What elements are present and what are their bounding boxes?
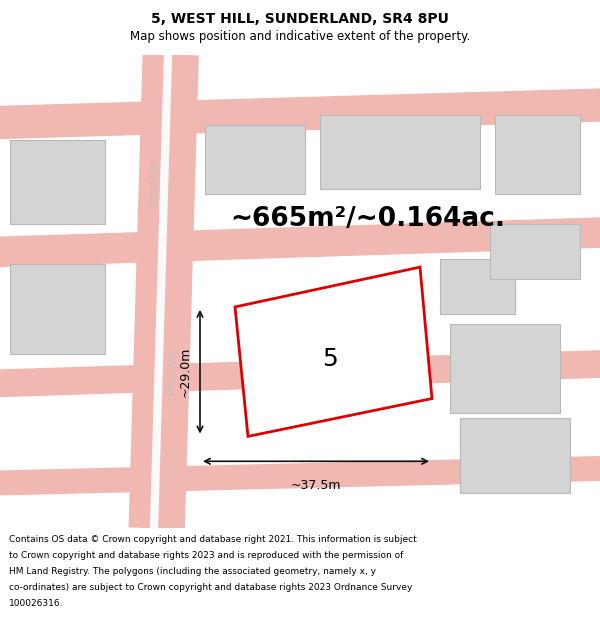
Text: Map shows position and indicative extent of the property.: Map shows position and indicative extent… bbox=[130, 30, 470, 43]
Text: ~665m²/~0.164ac.: ~665m²/~0.164ac. bbox=[230, 206, 505, 232]
Bar bbox=[320, 115, 480, 189]
Polygon shape bbox=[235, 267, 432, 436]
Text: ~29.0m: ~29.0m bbox=[179, 346, 192, 397]
Bar bbox=[205, 125, 305, 194]
Text: to Crown copyright and database rights 2023 and is reproduced with the permissio: to Crown copyright and database rights 2… bbox=[9, 551, 403, 560]
Text: 100026316.: 100026316. bbox=[9, 599, 64, 608]
Text: West Hill: West Hill bbox=[167, 352, 179, 396]
Bar bbox=[440, 259, 515, 314]
Bar bbox=[450, 324, 560, 414]
Bar bbox=[460, 419, 570, 493]
Text: West Hill: West Hill bbox=[149, 162, 161, 206]
Bar bbox=[490, 224, 580, 279]
Text: 5, WEST HILL, SUNDERLAND, SR4 8PU: 5, WEST HILL, SUNDERLAND, SR4 8PU bbox=[151, 12, 449, 26]
Bar bbox=[10, 139, 105, 224]
Text: ~37.5m: ~37.5m bbox=[291, 479, 341, 492]
Bar bbox=[495, 115, 580, 194]
Text: Contains OS data © Crown copyright and database right 2021. This information is : Contains OS data © Crown copyright and d… bbox=[9, 535, 417, 544]
Bar bbox=[10, 264, 105, 354]
Text: 5: 5 bbox=[322, 347, 338, 371]
Text: co-ordinates) are subject to Crown copyright and database rights 2023 Ordnance S: co-ordinates) are subject to Crown copyr… bbox=[9, 582, 412, 592]
Text: HM Land Registry. The polygons (including the associated geometry, namely x, y: HM Land Registry. The polygons (includin… bbox=[9, 567, 376, 576]
